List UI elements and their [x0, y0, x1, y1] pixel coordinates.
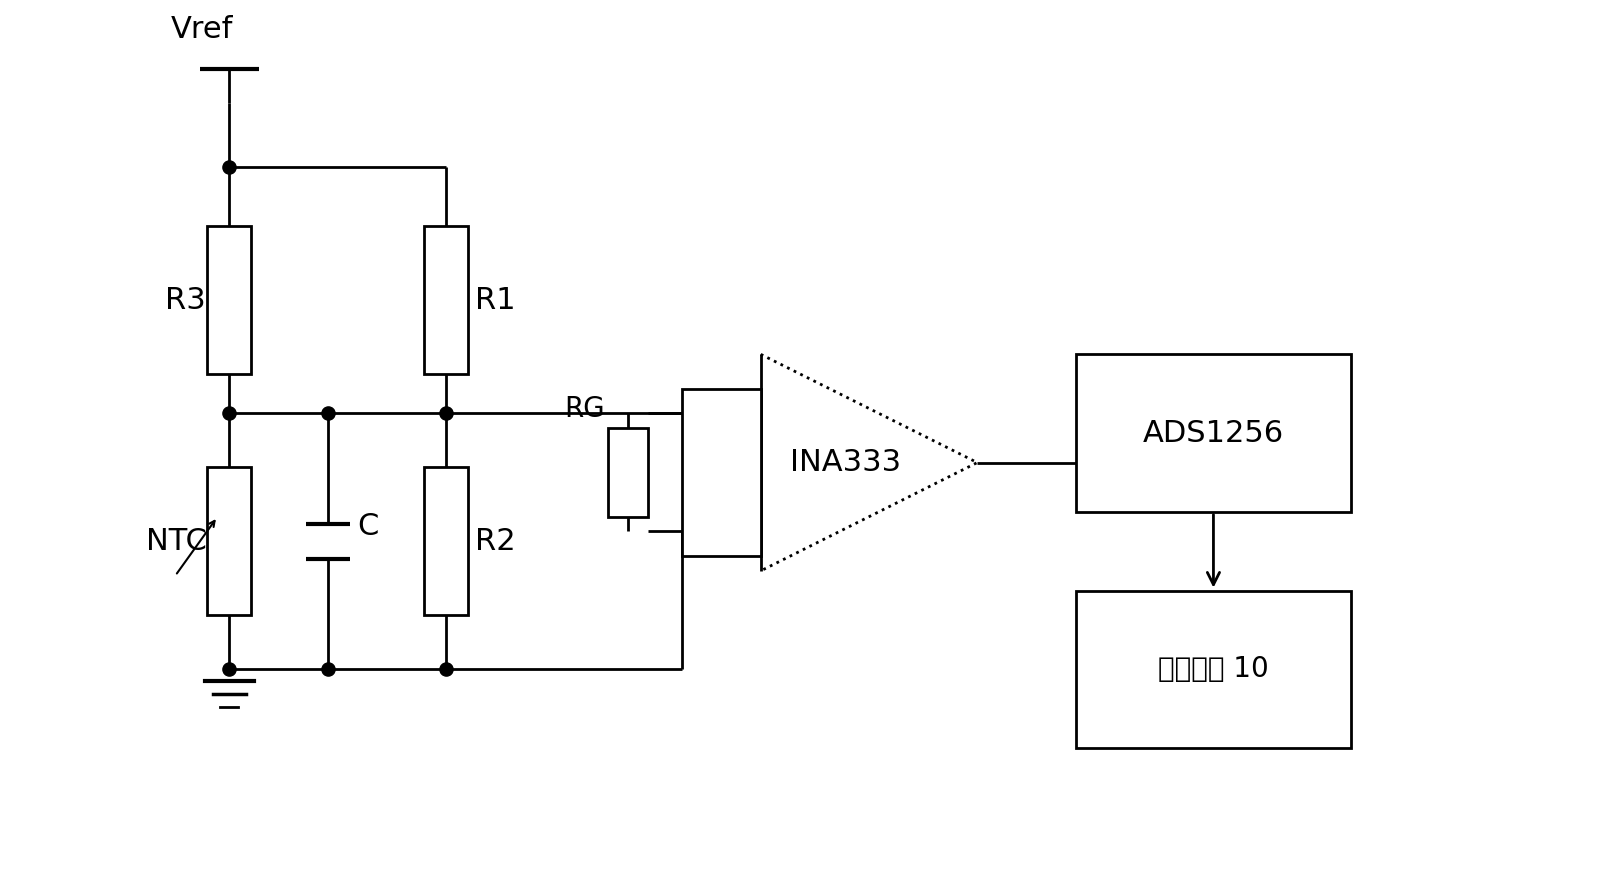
Text: Vref: Vref: [170, 16, 233, 45]
Text: NTC: NTC: [145, 526, 207, 556]
Text: ADS1256: ADS1256: [1143, 418, 1285, 448]
Point: [433, 407, 459, 421]
Text: R3: R3: [165, 285, 207, 314]
Text: INA333: INA333: [790, 448, 902, 477]
Text: C: C: [357, 512, 378, 541]
Point: [315, 663, 341, 677]
FancyBboxPatch shape: [1076, 590, 1351, 748]
Text: RG: RG: [564, 395, 604, 423]
Text: R1: R1: [475, 285, 516, 314]
Point: [315, 407, 341, 421]
FancyBboxPatch shape: [682, 388, 761, 556]
Text: R2: R2: [475, 526, 516, 556]
Point: [217, 161, 242, 175]
FancyBboxPatch shape: [207, 226, 252, 374]
Point: [217, 407, 242, 421]
FancyBboxPatch shape: [423, 468, 469, 615]
Point: [433, 663, 459, 677]
FancyBboxPatch shape: [1076, 354, 1351, 512]
Text: 微控制器 10: 微控制器 10: [1159, 656, 1269, 684]
FancyBboxPatch shape: [608, 428, 648, 517]
FancyBboxPatch shape: [423, 226, 469, 374]
FancyBboxPatch shape: [207, 468, 252, 615]
Point: [217, 663, 242, 677]
